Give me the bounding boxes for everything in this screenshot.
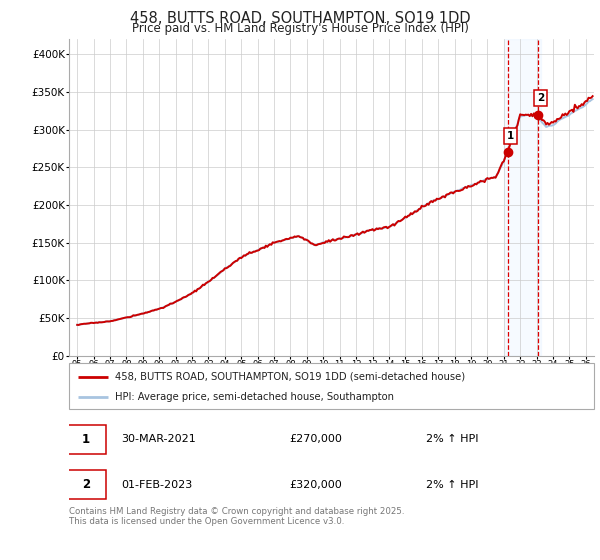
Text: 458, BUTTS ROAD, SOUTHAMPTON, SO19 1DD (semi-detached house): 458, BUTTS ROAD, SOUTHAMPTON, SO19 1DD (… (115, 372, 466, 382)
Text: 2: 2 (537, 93, 544, 103)
Text: 01-FEB-2023: 01-FEB-2023 (121, 479, 193, 489)
FancyBboxPatch shape (67, 470, 106, 499)
Text: Contains HM Land Registry data © Crown copyright and database right 2025.
This d: Contains HM Land Registry data © Crown c… (69, 507, 404, 526)
Text: 2% ↑ HPI: 2% ↑ HPI (426, 435, 479, 445)
Text: 1: 1 (82, 433, 90, 446)
Text: 30-MAR-2021: 30-MAR-2021 (121, 435, 196, 445)
Bar (561, 39, 594, 356)
Text: 1: 1 (507, 130, 514, 141)
Text: Price paid vs. HM Land Registry's House Price Index (HPI): Price paid vs. HM Land Registry's House … (131, 22, 469, 35)
FancyBboxPatch shape (67, 425, 106, 454)
Bar (504, 39, 541, 356)
Text: 458, BUTTS ROAD, SOUTHAMPTON, SO19 1DD: 458, BUTTS ROAD, SOUTHAMPTON, SO19 1DD (130, 11, 470, 26)
Text: 2% ↑ HPI: 2% ↑ HPI (426, 479, 479, 489)
Text: £320,000: £320,000 (290, 479, 342, 489)
Text: £270,000: £270,000 (290, 435, 343, 445)
Text: HPI: Average price, semi-detached house, Southampton: HPI: Average price, semi-detached house,… (115, 393, 394, 402)
Text: 2: 2 (82, 478, 90, 491)
